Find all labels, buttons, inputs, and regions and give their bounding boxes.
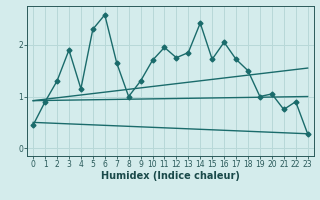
X-axis label: Humidex (Indice chaleur): Humidex (Indice chaleur) (101, 171, 240, 181)
